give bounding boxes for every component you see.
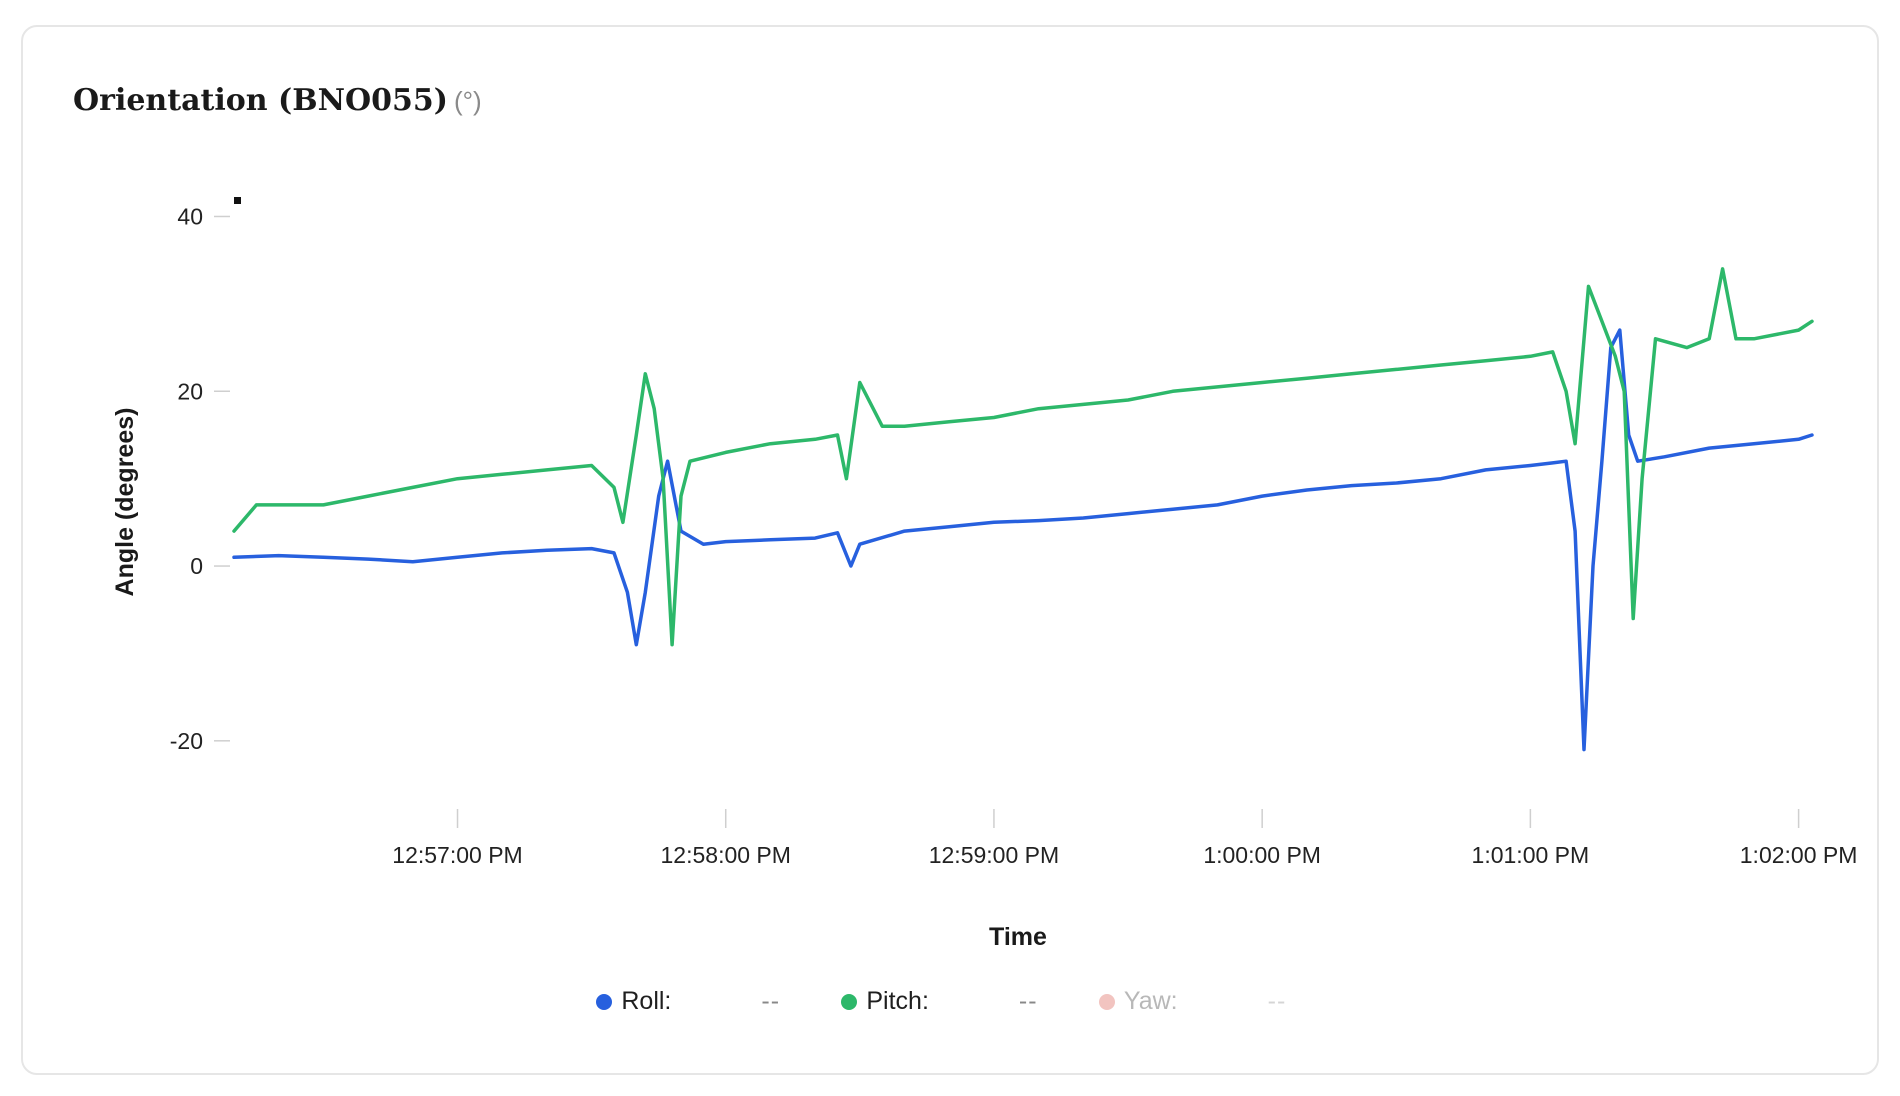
legend-label: Pitch: bbox=[866, 987, 929, 1015]
legend-value: -- bbox=[1267, 987, 1287, 1015]
card-title: Orientation (BNO055) (°) bbox=[73, 83, 482, 118]
legend-item-yaw[interactable]: Yaw: -- bbox=[1098, 987, 1308, 1016]
x-axis-title: Time bbox=[989, 923, 1047, 951]
legend-value: -- bbox=[1018, 987, 1038, 1015]
legend-item-pitch[interactable]: Pitch: -- bbox=[841, 987, 1059, 1016]
legend-value: -- bbox=[761, 987, 781, 1015]
legend-item-roll[interactable]: Roll: -- bbox=[596, 987, 801, 1016]
pitch-dot-icon bbox=[841, 993, 858, 1010]
unit-label: (°) bbox=[453, 86, 482, 116]
series-line-pitch bbox=[232, 267, 1814, 647]
y-tick-label: 40 bbox=[177, 203, 203, 229]
roll-dot-icon bbox=[596, 993, 613, 1010]
x-tick-label: 1:01:00 PM bbox=[1472, 842, 1590, 868]
x-axis: 12:57:00 PM 12:58:00 PM 12:59:00 PM 1:00:00… bbox=[392, 809, 1857, 868]
y-tick-label: 0 bbox=[190, 553, 203, 579]
legend-label: Roll: bbox=[621, 987, 672, 1015]
y-tick-label: 20 bbox=[177, 378, 203, 404]
orientation-card: Orientation (BNO055) (°) 40 20 0 -20 12:57:0… bbox=[21, 25, 1879, 1075]
y-axis: 40 20 0 -20 bbox=[170, 203, 230, 754]
x-tick-label: 12:59:00 PM bbox=[929, 842, 1059, 868]
x-tick-label: 1:02:00 PM bbox=[1740, 842, 1858, 868]
card-title-text: Orientation (BNO055) bbox=[73, 83, 448, 118]
chart-legend: Roll: -- Pitch: -- Yaw: -- bbox=[23, 987, 1881, 1016]
x-tick-label: 12:57:00 PM bbox=[392, 842, 522, 868]
orientation-chart: 40 20 0 -20 12:57:00 PM 12:58:00 PM 12:59:00 … bbox=[111, 197, 1857, 951]
y-tick-label: -20 bbox=[170, 728, 203, 754]
plot-marker bbox=[234, 197, 241, 204]
series-lines bbox=[232, 267, 1814, 752]
yaw-dot-icon bbox=[1098, 993, 1115, 1010]
x-tick-label: 12:58:00 PM bbox=[661, 842, 791, 868]
series-line-roll bbox=[232, 328, 1814, 752]
y-axis-title: Angle (degrees) bbox=[111, 408, 139, 597]
x-tick-label: 1:00:00 PM bbox=[1203, 842, 1321, 868]
legend-label: Yaw: bbox=[1123, 987, 1178, 1015]
